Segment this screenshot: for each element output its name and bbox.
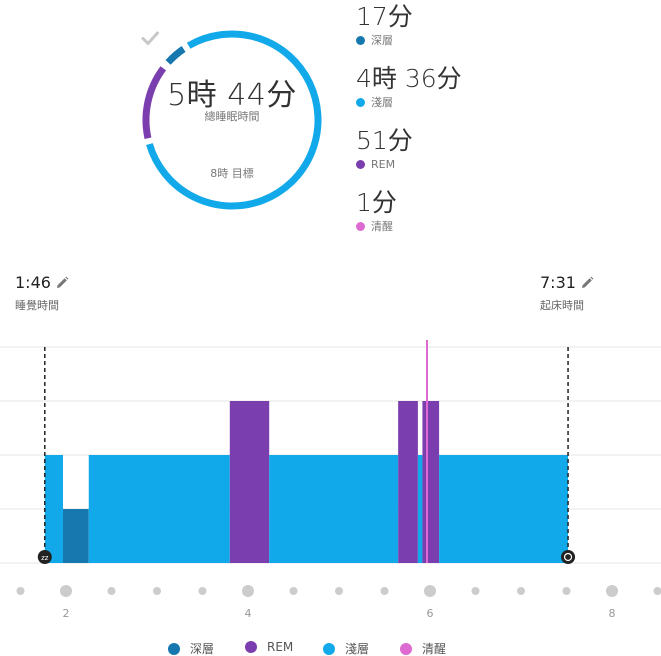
stage-duration: 51分	[356, 126, 413, 155]
stage-name: REM	[371, 157, 396, 171]
axis-tick-dot	[653, 587, 661, 595]
legend-label: 淺層	[345, 642, 370, 656]
stage-bar-rem	[398, 401, 418, 563]
stage-duration: 4時 36分	[356, 64, 462, 93]
zzz-icon	[37, 550, 52, 564]
legend-label: 深層	[190, 642, 215, 656]
legend-item-awake: 清醒	[400, 640, 446, 656]
sleep-ring-chart	[142, 30, 322, 210]
legend-dot	[323, 642, 335, 655]
check-icon	[141, 31, 159, 45]
legend-dot	[168, 642, 180, 655]
stage-item-light: 4時 36分 淺層	[356, 64, 656, 126]
edit-pencil-icon[interactable]	[55, 276, 69, 290]
axis-tick-dot	[107, 587, 116, 595]
axis-tick-dot	[471, 587, 480, 595]
alarm-clock-icon	[561, 550, 576, 564]
ring-arc-deep	[165, 46, 186, 65]
rem-color-dot	[356, 159, 365, 169]
stage-duration: 1分	[356, 188, 397, 217]
legend-item-light: 淺層	[323, 640, 369, 656]
sleep-goal-label: 8時 目標	[210, 167, 254, 180]
axis-tick-dot	[153, 587, 161, 595]
wake-time-value[interactable]: 7:31	[540, 273, 576, 292]
axis-tick-dot	[289, 587, 298, 595]
legend-label: REM	[267, 640, 294, 654]
total-sleep-label: 總睡眠時間	[204, 110, 260, 123]
stage-name: 清醒	[371, 220, 393, 233]
zzz-icon-glyph: zz	[41, 554, 49, 562]
stage-bar-rem	[229, 401, 270, 563]
wake-time-label: 起床時間	[540, 299, 584, 312]
stage-name: 淺層	[371, 96, 393, 109]
bed-time-label: 睡覺時間	[15, 299, 59, 312]
stage-bar-light	[44, 455, 63, 563]
wake-time-block: 7:31 起床時間	[540, 273, 594, 313]
sleep-stage-chart: zz	[0, 340, 661, 597]
stage-item-rem: 51分 REM	[356, 126, 656, 188]
axis-tick-dot	[517, 587, 525, 595]
stage-duration: 17分	[356, 2, 413, 31]
axis-tick-dot	[562, 587, 571, 595]
alarm-clock-face	[563, 552, 573, 562]
bed-time-value[interactable]: 1:46	[15, 273, 51, 292]
stage-item-awake: 1分 清醒	[356, 188, 656, 250]
deep-color-dot	[356, 35, 365, 45]
axis-tick-dot	[424, 585, 436, 597]
stage-bar-light	[269, 455, 399, 563]
stage-bar-light	[88, 455, 230, 563]
awake-color-dot	[356, 221, 365, 231]
bed-time-block: 1:46 睡覺時間	[15, 273, 69, 313]
stage-bar-deep	[62, 509, 89, 563]
legend-item-deep: 深層	[168, 640, 214, 656]
legend-item-rem: REM	[245, 640, 293, 654]
axis-tick-dot	[335, 587, 343, 595]
legend-dot	[400, 642, 412, 655]
x-tick-label: 2	[62, 607, 70, 620]
stage-name: 深層	[371, 34, 393, 47]
light-color-dot	[356, 97, 365, 107]
stage-bar-light	[439, 455, 569, 563]
edit-pencil-icon[interactable]	[580, 276, 594, 290]
axis-tick-dot	[606, 585, 618, 597]
stage-bar-light	[417, 455, 423, 563]
ring-arc-light	[146, 30, 322, 210]
legend-dot	[245, 641, 257, 653]
axis-tick-dot	[198, 587, 207, 595]
stage-item-deep: 17分 深層	[356, 2, 656, 64]
axis-tick-dot	[60, 585, 72, 597]
total-sleep-duration: 5時 44分	[167, 78, 297, 113]
ring-arc-rem	[142, 66, 167, 140]
x-tick-label: 8	[608, 607, 616, 620]
sleep-summary-ring: 5時 44分 總睡眠時間 8時 目標	[140, 28, 324, 212]
x-tick-label: 4	[244, 607, 252, 620]
axis-tick-dot	[16, 587, 25, 595]
legend-label: 清醒	[422, 642, 447, 656]
axis-tick-dot	[380, 587, 389, 595]
sleep-stage-list: 17分 深層 4時 36分 淺層 51分 REM 1分 清醒	[356, 2, 656, 250]
x-tick-label: 6	[426, 607, 434, 620]
stage-bar-rem	[422, 401, 440, 563]
axis-tick-dot	[242, 585, 254, 597]
chart-legend: 深層 REM 淺層 清醒	[0, 640, 661, 656]
